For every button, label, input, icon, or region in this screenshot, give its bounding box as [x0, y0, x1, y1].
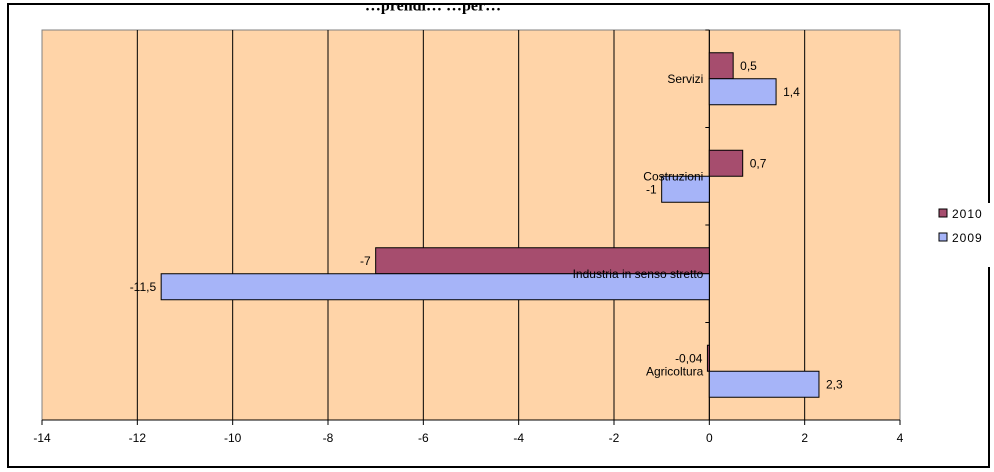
bar-2009 [661, 175, 710, 203]
legend: 2010 2009 [934, 203, 992, 267]
data-label-2010: -7 [360, 254, 371, 268]
legend-swatch-2010 [938, 208, 948, 218]
x-tick-label: -2 [609, 431, 620, 445]
category-label: Industria in senso stretto [573, 267, 704, 281]
bar-2009 [708, 370, 820, 398]
bar-2010 [706, 344, 710, 372]
plot-area: -14 -12 -10 -8 -6 -4 -2 0 2 4 -0,04 2,3 -7 -11,5 0,7 -1… [33, 29, 904, 445]
x-tick-label: -4 [513, 431, 524, 445]
chart-title-fragment: …prendi… …per… [365, 5, 501, 15]
x-tick-label: -14 [33, 431, 51, 445]
data-label-2010: 0,5 [740, 59, 757, 73]
bar-2010 [708, 52, 734, 80]
x-tick-label: -12 [129, 431, 147, 445]
chart-frame: …prendi… …per… -14 -12 -10 -8 -6 -4 -2 0 2 4 -0,04… [7, 3, 992, 468]
x-tick-label: 4 [897, 431, 904, 445]
bar-2009 [160, 273, 710, 301]
legend-label-2010: 2010 [952, 207, 983, 221]
data-label-2009: 1,4 [783, 85, 800, 99]
data-label-2010: 0,7 [750, 156, 767, 170]
legend-swatch-2009 [938, 232, 948, 242]
x-tick-label: 2 [801, 431, 808, 445]
bar-2010 [708, 149, 744, 177]
bar-2009 [708, 78, 777, 106]
x-tick-label: 0 [706, 431, 713, 445]
category-label: Servizi [667, 72, 703, 86]
x-tick-label: -6 [418, 431, 429, 445]
x-tick-label: -8 [323, 431, 334, 445]
bar-chart: …prendi… …per… -14 -12 -10 -8 -6 -4 -2 0 2 4 -0,04… [33, 5, 992, 445]
data-label-2009: -1 [646, 182, 657, 196]
data-label-2009: -11,5 [130, 280, 157, 294]
x-tick-label: -10 [224, 431, 242, 445]
data-label-2009: 2,3 [826, 377, 843, 391]
category-label: Costruzioni [643, 169, 703, 183]
data-label-2010: -0,04 [675, 351, 703, 365]
legend-label-2009: 2009 [952, 231, 983, 245]
category-label: Agricoltura [646, 364, 704, 378]
